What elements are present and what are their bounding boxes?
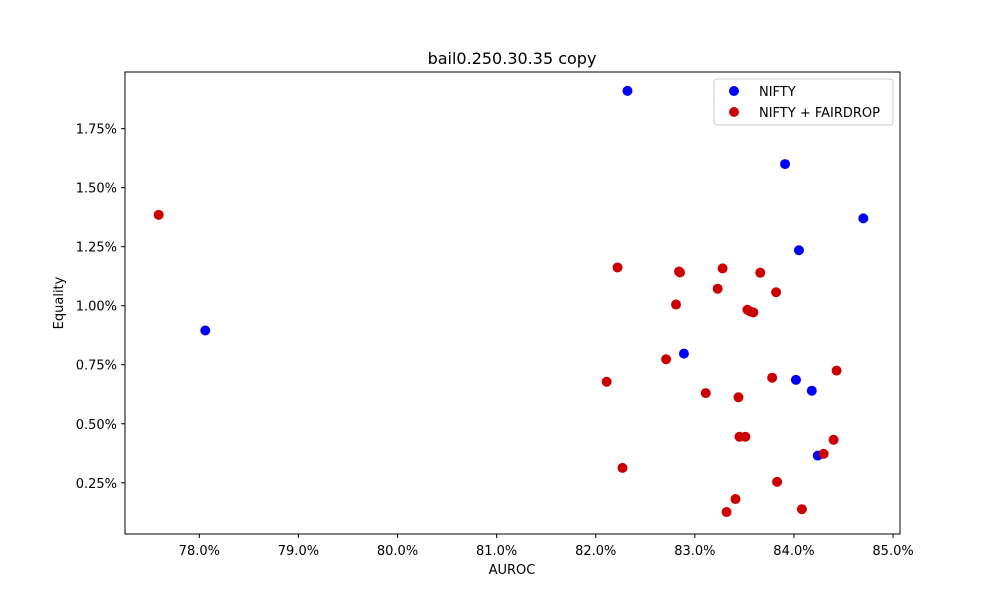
legend-label-nifty: NIFTY [759, 85, 796, 100]
point-nifty-fairdrop [740, 431, 751, 442]
point-nifty-fairdrop [712, 283, 723, 294]
point-nifty-fairdrop [767, 372, 778, 383]
point-nifty-fairdrop [617, 462, 628, 473]
point-nifty-fairdrop [721, 507, 732, 518]
points-layer [153, 85, 869, 518]
x-tick-label: 85.0% [872, 544, 913, 559]
point-nifty [780, 159, 791, 170]
legend-marker-nifty-fairdrop [729, 107, 739, 117]
chart-title: bail0.250.30.35 copy [428, 49, 597, 68]
x-tick-label: 83.0% [674, 544, 715, 559]
x-tick-label: 80.0% [377, 544, 418, 559]
point-nifty-fairdrop [733, 392, 744, 403]
y-tick-label: 1.50% [76, 182, 117, 197]
point-nifty-fairdrop [748, 307, 759, 318]
y-axis-ticks: 0.25% 0.50% 0.75% 1.00% 1.25% 1.50% 1.75% [76, 123, 125, 492]
point-nifty-fairdrop [771, 287, 782, 298]
legend-label-nifty-fairdrop: NIFTY + FAIRDROP [759, 106, 880, 121]
point-nifty [790, 374, 801, 385]
y-tick-label: 0.50% [76, 418, 117, 433]
point-nifty-fairdrop [755, 267, 766, 278]
point-nifty-fairdrop [661, 354, 672, 365]
point-nifty [793, 245, 804, 256]
point-nifty [858, 213, 869, 224]
y-tick-label: 0.25% [76, 477, 117, 492]
point-nifty [622, 85, 633, 96]
y-tick-label: 1.25% [76, 241, 117, 256]
point-nifty [200, 325, 211, 336]
x-tick-label: 81.0% [476, 544, 517, 559]
x-tick-label: 79.0% [278, 544, 319, 559]
point-nifty-fairdrop [700, 388, 711, 399]
point-nifty-fairdrop [612, 262, 623, 273]
legend: NIFTY NIFTY + FAIRDROP [713, 78, 894, 126]
point-nifty-fairdrop [153, 209, 164, 220]
point-nifty-fairdrop [601, 376, 612, 387]
legend-marker-nifty [729, 86, 739, 96]
point-nifty-fairdrop [818, 448, 829, 459]
x-tick-label: 78.0% [179, 544, 220, 559]
y-tick-label: 1.00% [76, 300, 117, 315]
x-tick-label: 84.0% [773, 544, 814, 559]
x-tick-label: 82.0% [575, 544, 616, 559]
point-nifty [806, 385, 817, 396]
x-axis-label: AUROC [489, 563, 536, 578]
point-nifty-fairdrop [671, 299, 682, 310]
point-nifty-fairdrop [730, 494, 741, 505]
y-axis-label: Equality [52, 276, 67, 329]
point-nifty-fairdrop [674, 267, 685, 278]
y-tick-label: 0.75% [76, 359, 117, 374]
point-nifty-fairdrop [828, 434, 839, 445]
point-nifty-fairdrop [717, 263, 728, 274]
point-nifty-fairdrop [772, 476, 783, 487]
x-axis-ticks: 78.0% 79.0% 80.0% 81.0% 82.0% 83.0% 84.0% 85.0% [179, 534, 914, 559]
point-nifty [678, 348, 689, 359]
point-nifty-fairdrop [796, 504, 807, 515]
plot-frame [124, 71, 901, 535]
y-tick-label: 1.75% [76, 123, 117, 138]
legend-box [713, 78, 894, 126]
point-nifty-fairdrop [831, 365, 842, 376]
